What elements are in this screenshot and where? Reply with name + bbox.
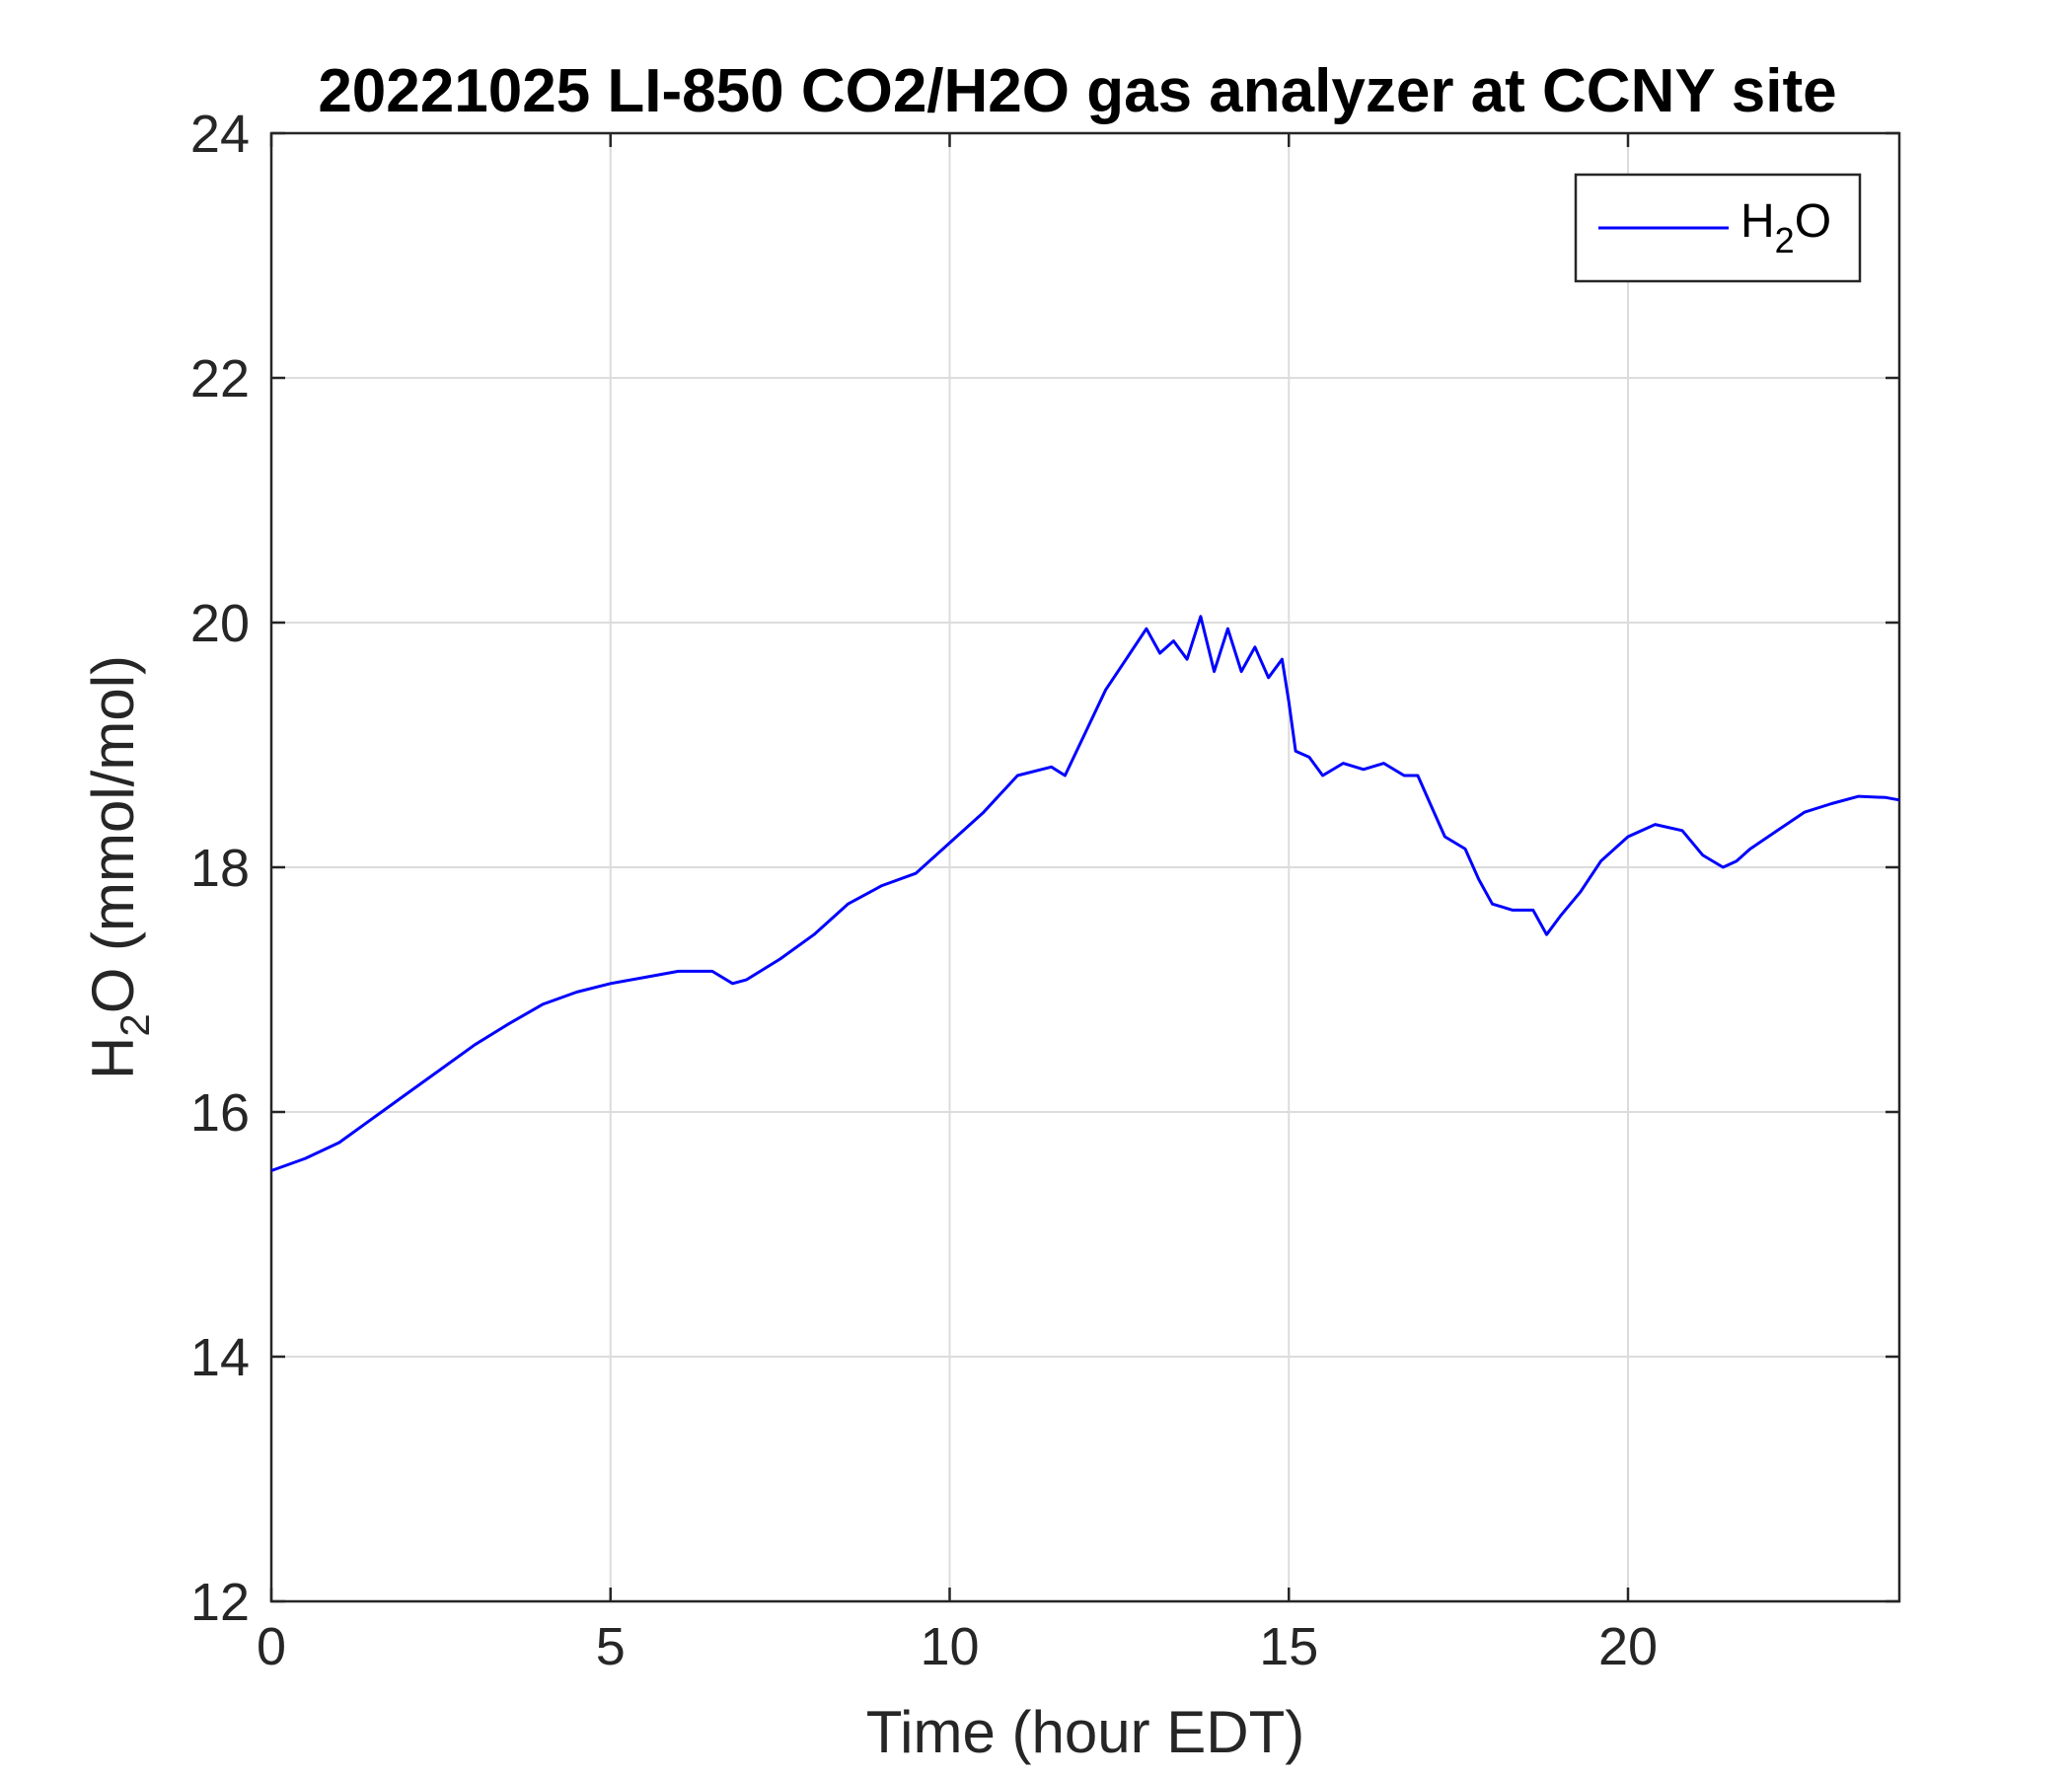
axis-ticks — [269, 131, 1899, 1603]
legend-entry-h2o: H2O — [1740, 195, 1831, 260]
series-line-h2o — [270, 615, 1900, 1172]
chart-title: 20221025 LI-850 CO2/H2O gas analyzer at … — [318, 57, 1836, 125]
y-tick-label: 18 — [190, 839, 250, 898]
y-tick-label: 16 — [190, 1083, 250, 1143]
tick-labels: 0 5 10 15 20 12 14 16 18 20 22 24 — [190, 105, 1658, 1676]
grid — [271, 133, 1899, 1601]
x-tick-label: 10 — [920, 1617, 979, 1676]
legend: H2O — [1574, 173, 1862, 283]
x-tick-label: 0 — [257, 1617, 286, 1676]
x-tick-label: 20 — [1598, 1617, 1658, 1676]
x-tick-label: 5 — [596, 1617, 626, 1676]
y-tick-label: 14 — [190, 1328, 250, 1387]
y-tick-label: 24 — [190, 105, 250, 164]
y-tick-label: 20 — [190, 594, 250, 653]
y-axis-label: H2O (mmol/mol) — [80, 655, 158, 1079]
x-axis-label: Time (hour EDT) — [866, 1699, 1305, 1765]
y-tick-label: 22 — [190, 349, 250, 408]
y-tick-label: 12 — [190, 1573, 250, 1632]
x-tick-label: 15 — [1259, 1617, 1318, 1676]
